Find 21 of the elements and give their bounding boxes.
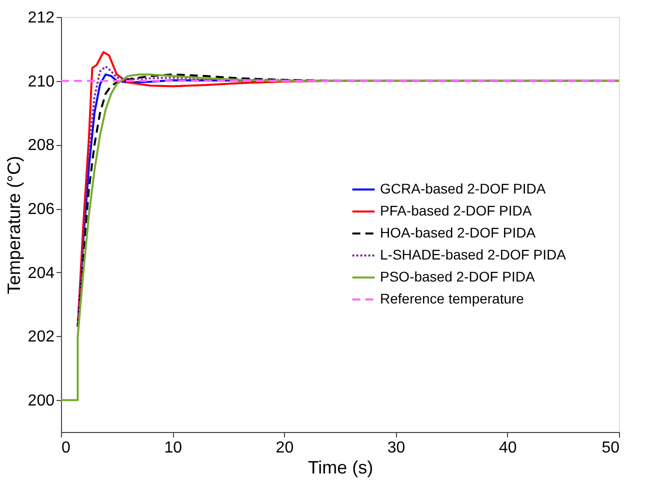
y-tick-label: 208 xyxy=(28,137,55,154)
x-tick-label: 0 xyxy=(62,440,70,456)
legend-label: PSO-based 2-DOF PIDA xyxy=(380,268,536,284)
y-tick-label: 206 xyxy=(28,201,55,218)
legend-label: Reference temperature xyxy=(380,290,524,306)
y-tick-label: 200 xyxy=(28,392,55,410)
y-tick-label: 202 xyxy=(28,328,55,346)
legend-label: PFA-based 2-DOF PIDA xyxy=(380,202,532,218)
x-tick-label: 30 xyxy=(387,440,406,456)
y-tick-label: 212 xyxy=(28,10,55,26)
x-tick-label: 50 xyxy=(602,440,620,456)
x-tick-label: 20 xyxy=(276,440,294,456)
x-axis-title: Time (s) xyxy=(308,458,374,478)
legend-label: GCRA-based 2-DOF PIDA xyxy=(380,180,546,196)
y-tick-label: 210 xyxy=(28,73,55,90)
y-axis-title: Temperature (°C) xyxy=(4,156,24,294)
legend-label: HOA-based 2-DOF PIDA xyxy=(380,224,536,240)
legend-label: L-SHADE-based 2-DOF PIDA xyxy=(380,246,567,262)
x-tick-label: 10 xyxy=(164,440,182,456)
y-tick-label: 204 xyxy=(28,264,55,282)
x-tick-label: 40 xyxy=(499,440,517,456)
